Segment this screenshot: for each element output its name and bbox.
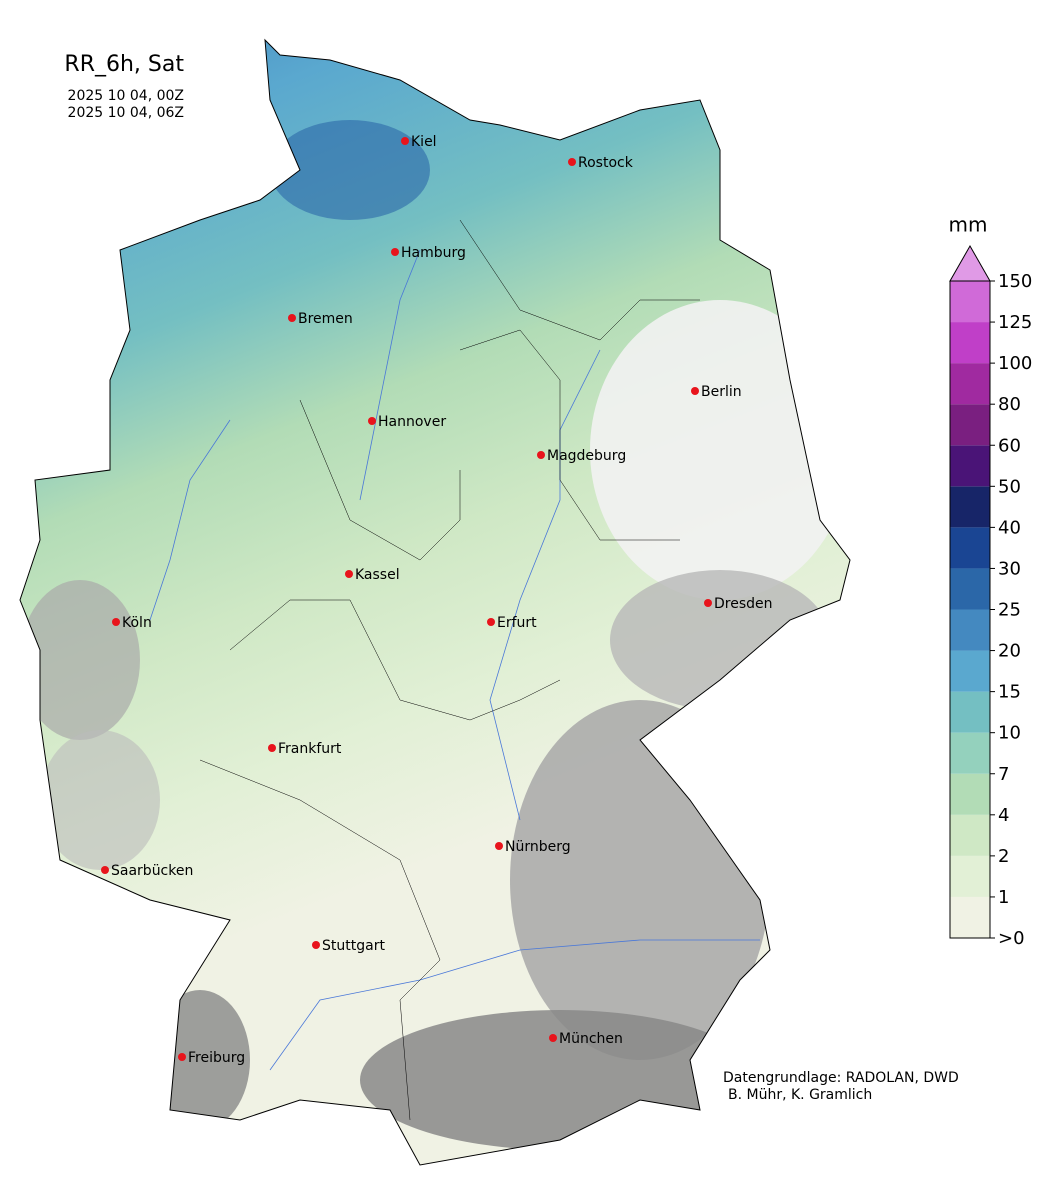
city-label: Hannover (378, 414, 446, 430)
city-dot (312, 941, 320, 949)
city-label: Berlin (701, 384, 742, 400)
date: 2025 10 04, 06Z (68, 105, 184, 121)
colorbar-swatch (950, 281, 990, 323)
city-label: Dresden (714, 596, 773, 612)
colorbar-label: 2 (998, 846, 1009, 867)
city-dot (495, 842, 503, 850)
city-dot (345, 570, 353, 578)
rivers (149, 249, 760, 1071)
colorbar-label: 125 (998, 312, 1032, 333)
colorbar-label: 40 (998, 517, 1021, 538)
city-label: Magdeburg (547, 448, 626, 464)
colorbar-swatch (950, 814, 990, 856)
title: RR_6h, Sat (64, 52, 184, 77)
city-label: Stuttgart (322, 938, 385, 954)
colorbar-label: 1 (998, 887, 1009, 908)
colorbar-swatch (950, 363, 990, 405)
colorbar-label: 30 (998, 558, 1021, 579)
colorbar-swatch (950, 732, 990, 774)
city-dot (178, 1053, 186, 1061)
colorbar-label: 80 (998, 394, 1021, 415)
credit: Datengrundlage: RADOLAN, DWD (723, 1070, 959, 1086)
city-dot (268, 744, 276, 752)
colorbar-label: 4 (998, 805, 1009, 826)
city-dot (112, 618, 120, 626)
city-label: Kiel (411, 134, 437, 150)
colorbar-extend (949, 244, 991, 282)
city-label: Rostock (578, 155, 634, 171)
colorbar-swatch (950, 773, 990, 815)
colorbar-label: 100 (998, 353, 1032, 374)
colorbar-label: 7 (998, 764, 1009, 785)
colorbar-swatch (950, 896, 990, 938)
city-dot (549, 1034, 557, 1042)
city-label: München (559, 1031, 623, 1047)
colorbar-swatch (950, 322, 990, 364)
city-dot (288, 314, 296, 322)
city-dot (368, 417, 376, 425)
colorbar-label: 150 (998, 271, 1032, 292)
city-label: Köln (122, 615, 152, 631)
colorbar-swatch (950, 855, 990, 897)
city-label: Bremen (298, 311, 353, 327)
city-label: Erfurt (497, 615, 537, 631)
colorbar-swatch (950, 527, 990, 569)
colorbar-label: 10 (998, 723, 1021, 744)
credit: B. Mühr, K. Gramlich (728, 1087, 872, 1103)
city-label: Kassel (355, 567, 400, 583)
colorbar-swatch (950, 609, 990, 651)
colorbar-label: 20 (998, 641, 1021, 662)
colorbar-swatch (950, 486, 990, 528)
colorbar-swatch (950, 568, 990, 610)
precipitation-field (20, 40, 850, 1165)
colorbar-unit: mm (949, 213, 988, 237)
colorbar-label: 60 (998, 435, 1021, 456)
city-dot (487, 618, 495, 626)
colorbar-label: 15 (998, 682, 1021, 703)
colorbar-label: 50 (998, 476, 1021, 497)
date: 2025 10 04, 00Z (68, 88, 184, 104)
colorbar-label: 25 (998, 600, 1021, 621)
city-label: Freiburg (188, 1050, 245, 1066)
colorbar-swatch (950, 445, 990, 487)
city-dot (691, 387, 699, 395)
state-borders (199, 219, 700, 1121)
colorbar-label: >0 (998, 928, 1025, 949)
colorbar-swatch (950, 404, 990, 446)
city-label: Hamburg (401, 245, 466, 261)
colorbar-swatch (950, 650, 990, 692)
city-dot (568, 158, 576, 166)
city-label: Frankfurt (278, 741, 342, 757)
city-label: Saarbücken (111, 863, 193, 879)
city-dot (101, 866, 109, 874)
colorbar-swatch (950, 691, 990, 733)
city-label: Nürnberg (505, 839, 571, 855)
city-dot (704, 599, 712, 607)
city-dot (537, 451, 545, 459)
city-dot (401, 137, 409, 145)
city-dot (391, 248, 399, 256)
